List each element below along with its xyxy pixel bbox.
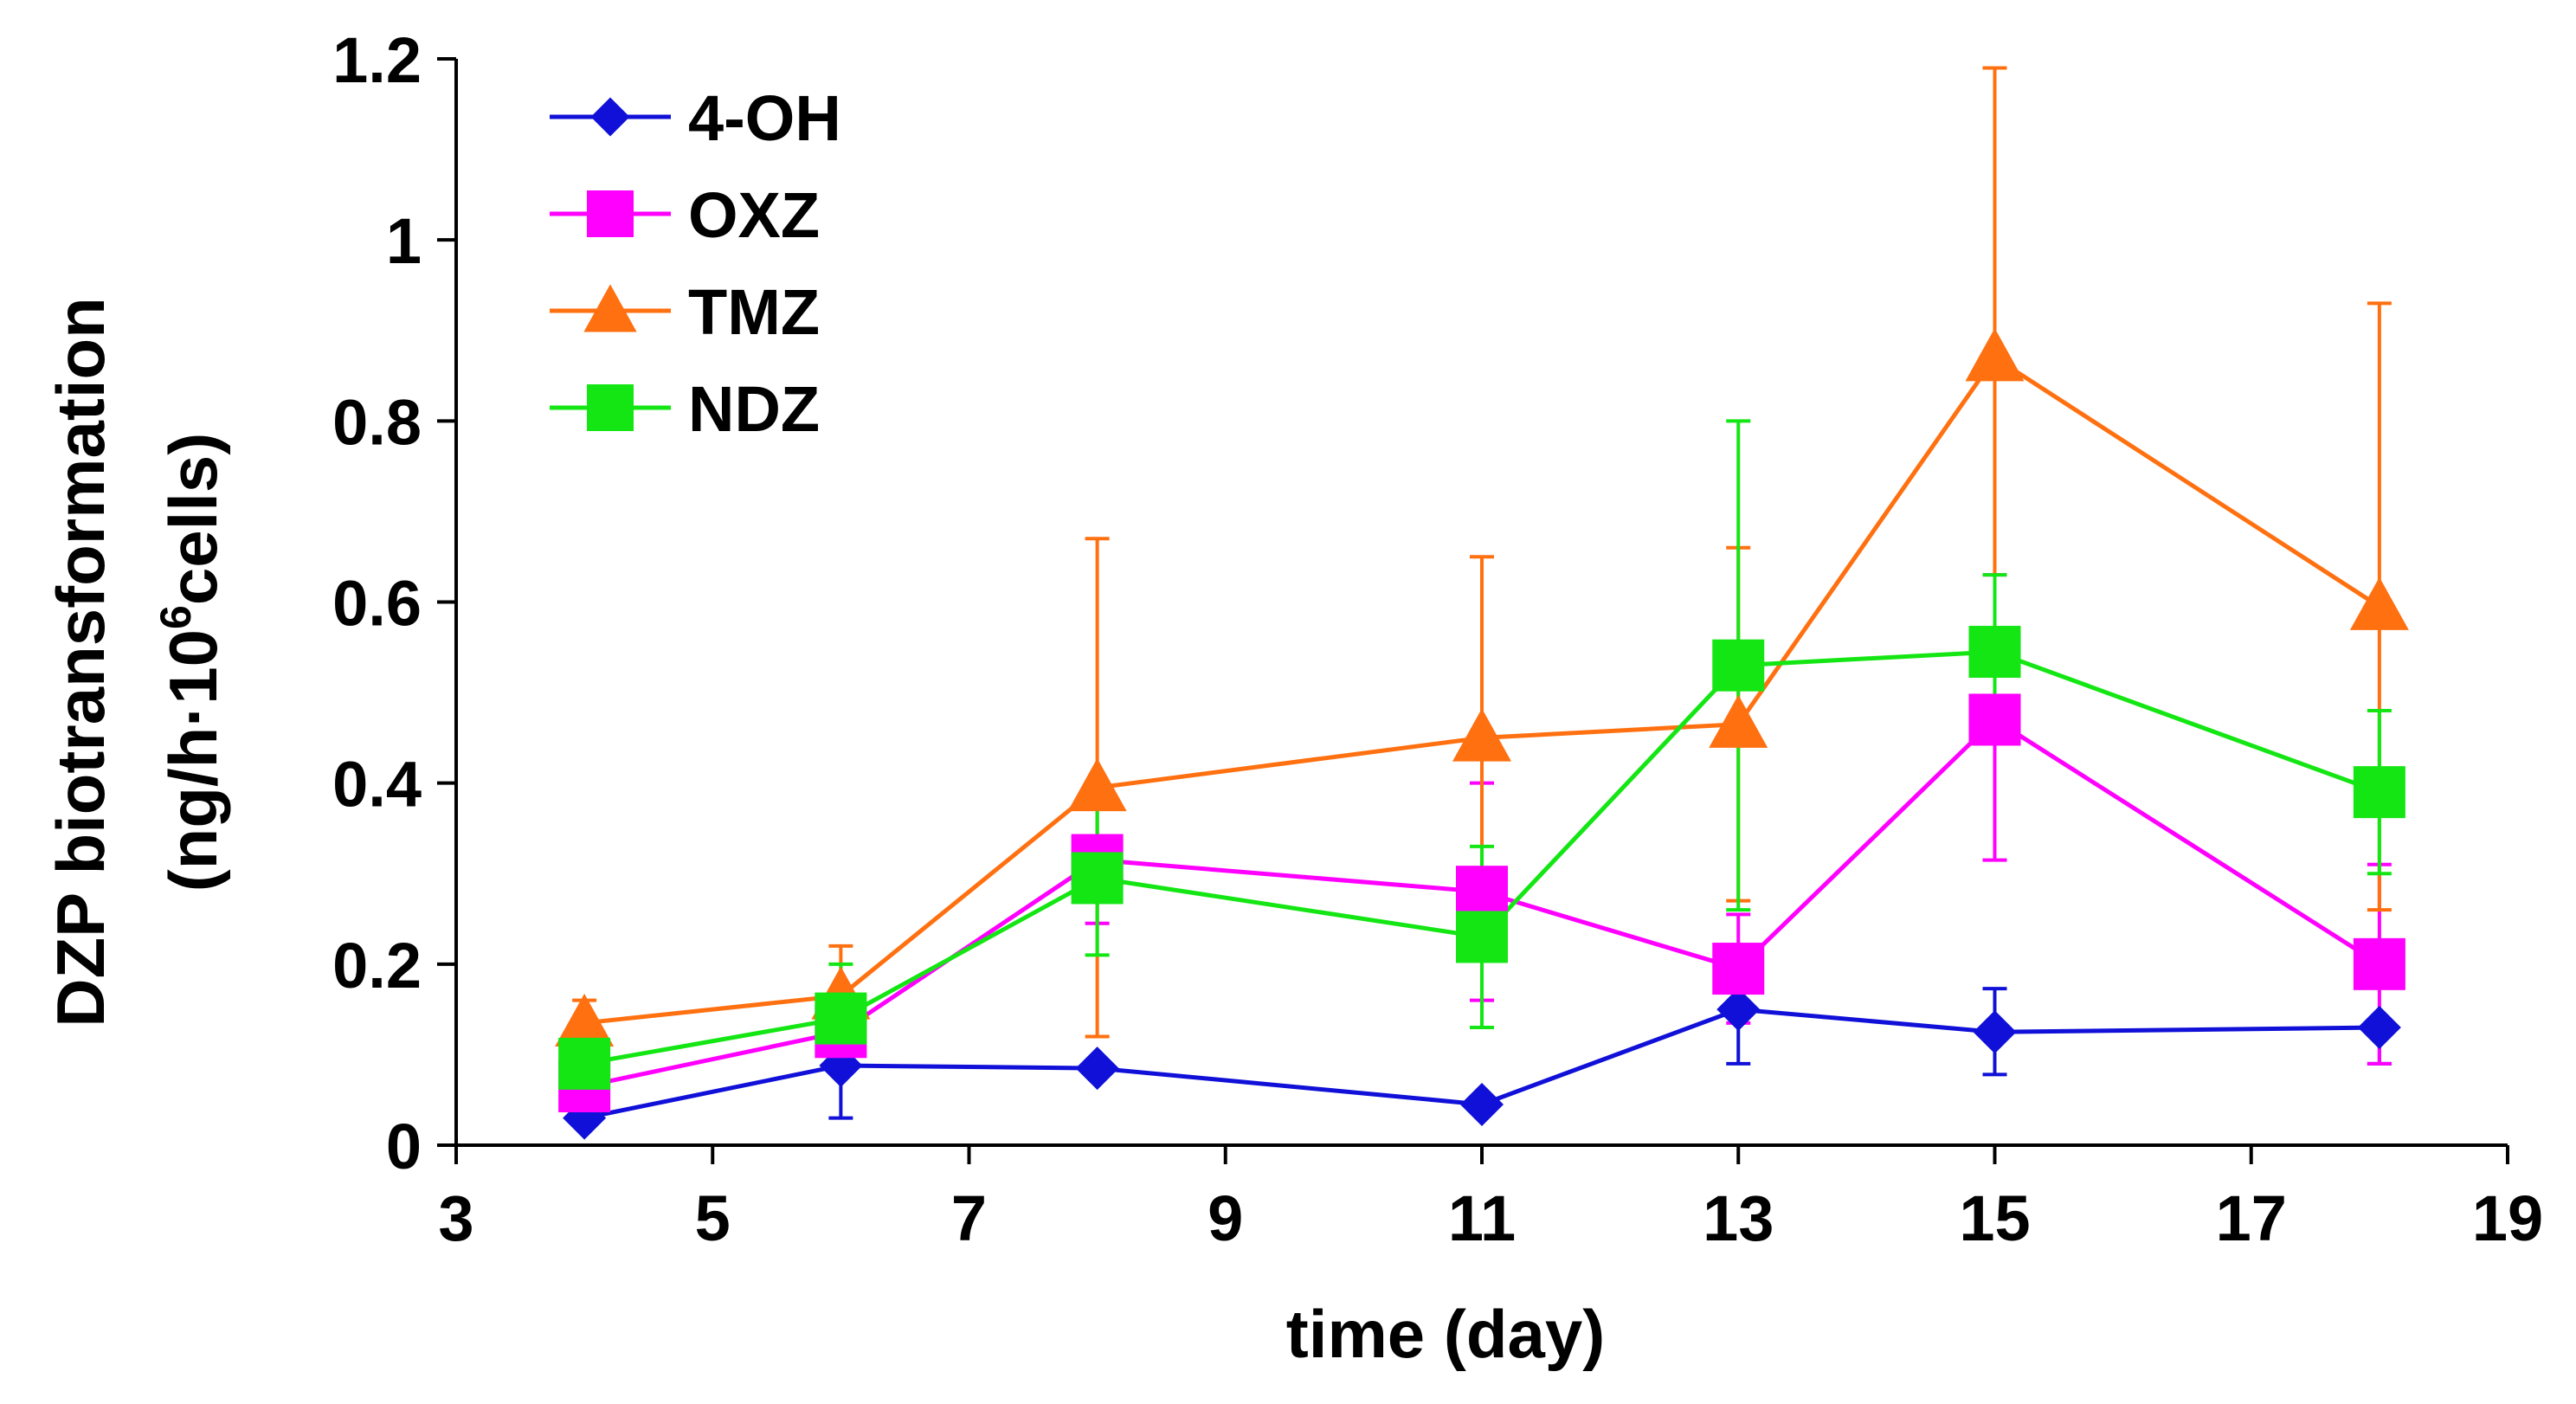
legend-label-tmz: TMZ	[688, 276, 820, 348]
legend-marker-ndz	[587, 384, 634, 431]
point-ndz	[1968, 626, 2021, 679]
point-tmz	[2349, 576, 2409, 630]
y-tick-label: 0.8	[332, 386, 422, 458]
x-tick-label: 15	[1959, 1182, 2030, 1254]
point-ndz	[1712, 639, 1765, 692]
legend-label-ndz: NDZ	[688, 373, 820, 445]
x-tick-label: 19	[2472, 1182, 2543, 1254]
axis-labels: time (day) DZP biotransformation (ng/h·1…	[42, 297, 1605, 1372]
point-ndz	[558, 1037, 611, 1090]
point-4-oh	[2357, 1006, 2401, 1050]
legend-marker-tmz	[583, 284, 637, 332]
y-tick-label: 1	[386, 205, 422, 277]
x-tick-label: 13	[1703, 1182, 1774, 1254]
x-axis-label: time (day)	[1286, 1296, 1605, 1372]
point-oxz	[1968, 693, 2021, 746]
point-oxz	[2353, 937, 2405, 990]
legend-label-4-oh: 4-OH	[688, 82, 841, 154]
x-tick-label: 9	[1208, 1182, 1243, 1254]
point-ndz	[1071, 852, 1124, 905]
x-tick-label: 5	[695, 1182, 731, 1254]
y-axis-label-line2: (ng/h·106cells)	[151, 433, 231, 892]
x-tick-label: 17	[2216, 1182, 2287, 1254]
point-tmz	[1965, 328, 2025, 382]
point-4-oh	[1973, 1010, 2017, 1054]
x-tick-label: 11	[1448, 1182, 1516, 1254]
point-tmz	[1452, 708, 1511, 762]
point-4-oh	[1716, 988, 1761, 1032]
legend-marker-oxz	[587, 190, 634, 237]
legend-label-oxz: OXZ	[688, 179, 820, 251]
y-tick-label: 0.2	[332, 930, 422, 1001]
y-axis-label-line2-suffix: cells)	[155, 433, 231, 605]
point-4-oh	[1075, 1047, 1119, 1091]
point-oxz	[1712, 943, 1765, 995]
legend: 4-OH OXZ TMZ NDZ	[550, 82, 841, 445]
x-tick-label: 3	[438, 1182, 473, 1254]
point-tmz	[555, 993, 615, 1047]
point-tmz	[1067, 757, 1127, 812]
y-axis-label-line1: DZP biotransformation	[42, 297, 119, 1027]
y-axis-label-line2-prefix: (ng/h·10	[155, 629, 231, 892]
y-tick-label: 0.4	[332, 749, 422, 821]
point-ndz	[1456, 911, 1508, 963]
point-ndz	[2353, 766, 2405, 819]
series-markers	[555, 328, 2409, 1140]
y-tick-label: 0.6	[332, 568, 422, 640]
point-ndz	[815, 992, 867, 1045]
y-tick-label: 0	[386, 1111, 422, 1182]
point-4-oh	[1460, 1082, 1504, 1126]
x-tick-label: 7	[951, 1182, 987, 1254]
point-tmz	[1709, 694, 1768, 748]
y-axis-label-line2-sup: 6	[151, 605, 200, 629]
axes: 0 0.2 0.4 0.6 0.8 1 1.2 3 5 7 9 11 13 15 17 19	[332, 24, 2543, 1254]
legend-marker-4-oh	[590, 97, 630, 137]
point-oxz	[1456, 866, 1508, 918]
y-tick-label: 1.2	[332, 24, 422, 96]
